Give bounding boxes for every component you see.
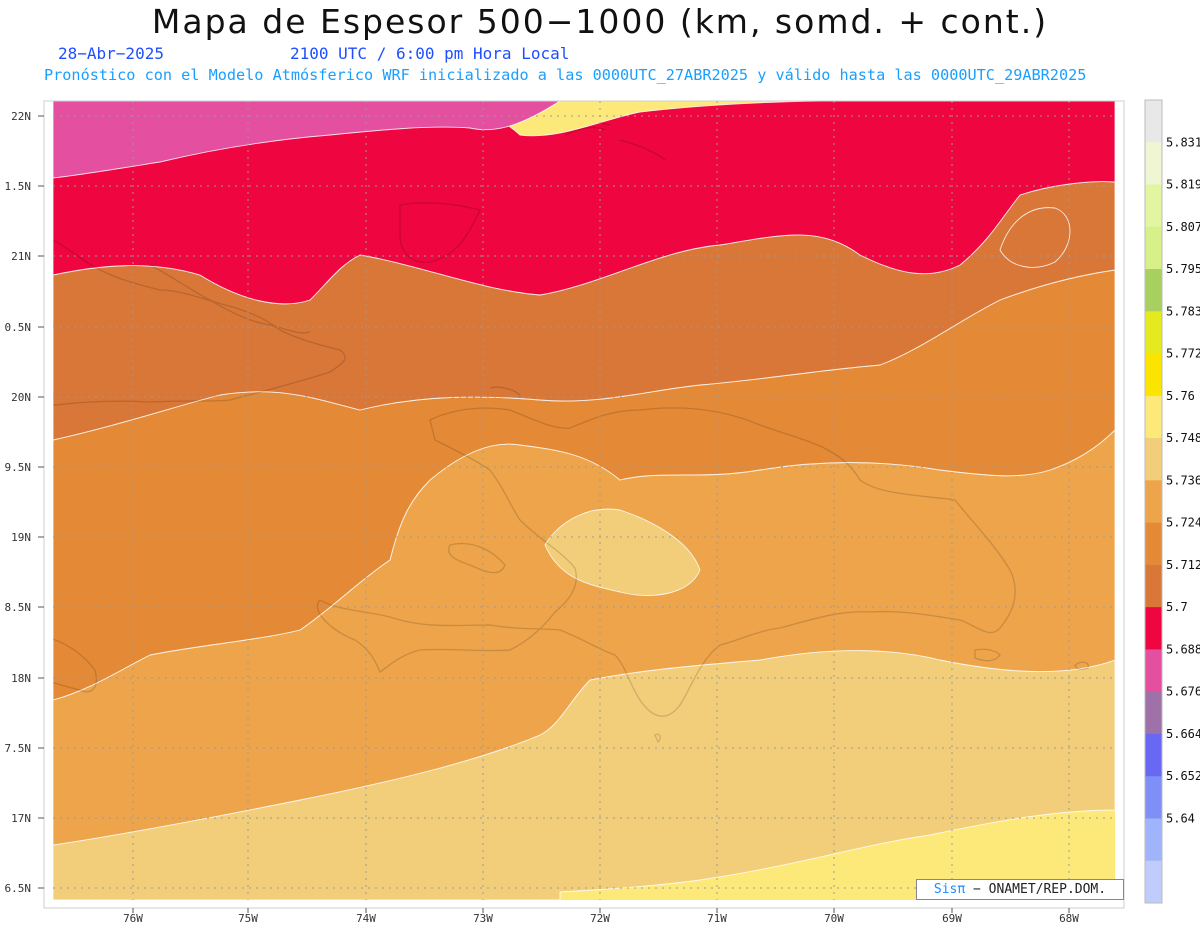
colorbar-swatch <box>1145 184 1162 228</box>
colorbar-swatch <box>1145 226 1162 270</box>
colorbar-label: 5.807 <box>1166 220 1200 234</box>
colorbar-swatch <box>1145 860 1162 904</box>
credit-text: − ONAMET/REP.DOM. <box>973 882 1107 897</box>
colorbar-label: 5.664 <box>1166 727 1200 741</box>
lon-label: 75W <box>238 912 258 925</box>
lat-label: 9.5N <box>5 461 32 474</box>
lon-label: 72W <box>590 912 610 925</box>
contours <box>53 101 1115 900</box>
lat-label: 6.5N <box>5 882 32 895</box>
colorbar-swatch <box>1145 564 1162 608</box>
lon-label: 76W <box>123 912 143 925</box>
colorbar-swatch <box>1145 142 1162 186</box>
lon-label: 68W <box>1059 912 1079 925</box>
lon-label: 71W <box>707 912 727 925</box>
lat-label: 1.5N <box>5 180 32 193</box>
colorbar-label: 5.831 <box>1166 135 1200 149</box>
map-title: Mapa de Espesor 500−1000 (km, somd. + co… <box>151 2 1049 41</box>
colorbar-swatch <box>1145 395 1162 439</box>
lat-label: 19N <box>11 531 31 544</box>
colorbar-swatch <box>1145 311 1162 355</box>
colorbar-swatch <box>1145 100 1162 143</box>
colorbar-label: 5.748 <box>1166 431 1200 445</box>
plot-frame <box>43 100 1125 909</box>
colorbar-label: 5.736 <box>1166 473 1200 487</box>
lat-label: 8.5N <box>5 601 32 614</box>
colorbar-swatch <box>1145 353 1162 397</box>
graticule <box>53 101 1115 900</box>
lon-label: 73W <box>473 912 493 925</box>
colorbar-label: 5.819 <box>1166 178 1200 192</box>
colorbar-label: 5.795 <box>1166 262 1200 276</box>
colorbar-label: 5.652 <box>1166 769 1200 783</box>
colorbar-swatch <box>1145 438 1162 481</box>
colorbar-swatch <box>1145 691 1162 735</box>
colorbar-label: 5.783 <box>1166 304 1200 318</box>
credit-box: Sisπ − ONAMET/REP.DOM. <box>916 879 1124 900</box>
colorbar-label: 5.64 <box>1166 811 1195 825</box>
lat-labels: 22N 1.5N 21N 0.5N 20N 9.5N 19N 8.5N 18N … <box>5 110 32 895</box>
lat-label: 17N <box>11 812 31 825</box>
colorbar-frame <box>1144 99 1163 904</box>
lon-ticks <box>132 908 1070 913</box>
colorbar-swatch <box>1145 480 1162 524</box>
colorbar-label: 5.724 <box>1166 516 1200 530</box>
lon-label: 74W <box>356 912 376 925</box>
lon-labels: 76W 75W 74W 73W 72W 71W 70W 69W 68W <box>123 912 1079 925</box>
colorbar-swatch <box>1145 649 1162 693</box>
lat-label: 7.5N <box>5 742 32 755</box>
lat-label: 18N <box>11 672 31 685</box>
lat-label: 0.5N <box>5 321 32 334</box>
colorbar-swatch <box>1145 776 1162 819</box>
colorbar: 5.831 5.819 5.807 5.795 5.783 5.772 5.76 5.748 5… <box>1144 99 1200 904</box>
colorbar-label: 5.76 <box>1166 389 1195 403</box>
colorbar-label: 5.772 <box>1166 347 1200 361</box>
colorbar-label: 5.688 <box>1166 642 1200 656</box>
model-info: Pronóstico con el Modelo Atmósferico WRF… <box>44 66 1087 84</box>
colorbar-swatch <box>1145 522 1162 566</box>
lat-label: 22N <box>11 110 31 123</box>
colorbar-label: 5.712 <box>1166 558 1200 572</box>
colorbar-swatch <box>1145 818 1162 862</box>
colorbar-label: 5.7 <box>1166 600 1188 614</box>
colorbar-swatch <box>1145 269 1162 312</box>
lon-label: 70W <box>824 912 844 925</box>
valid-date: 28−Abr−2025 <box>58 44 164 63</box>
lat-label: 20N <box>11 391 31 404</box>
lat-label: 21N <box>11 250 31 263</box>
lat-ticks <box>38 115 44 889</box>
valid-time: 2100 UTC / 6:00 pm Hora Local <box>290 44 570 63</box>
brand-logo-text: Sisπ <box>933 882 966 897</box>
colorbar-label: 5.676 <box>1166 685 1200 699</box>
lon-label: 69W <box>942 912 962 925</box>
colorbar-swatch <box>1145 607 1162 650</box>
colorbar-swatch <box>1145 733 1162 777</box>
